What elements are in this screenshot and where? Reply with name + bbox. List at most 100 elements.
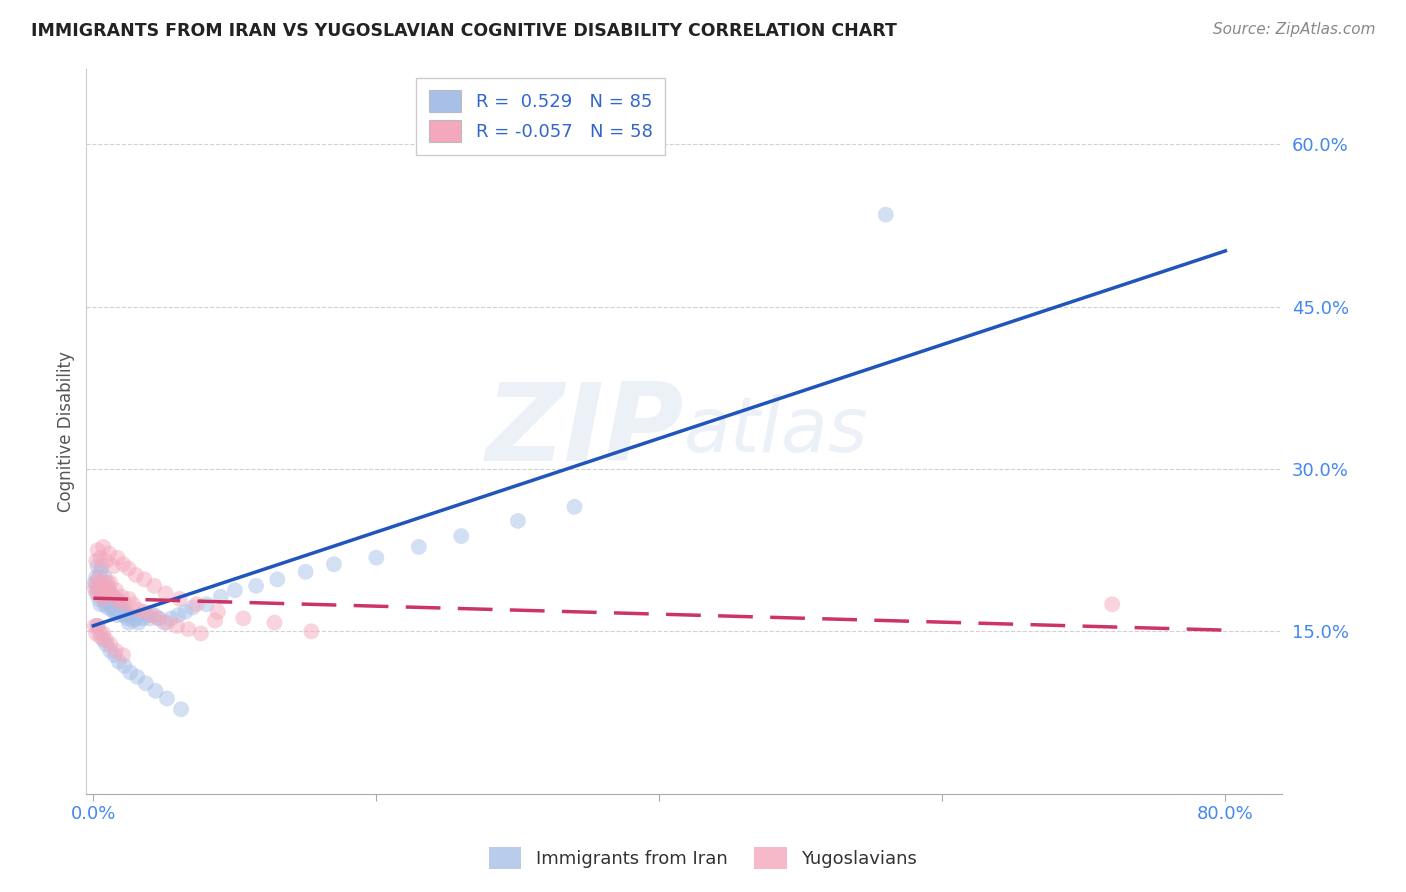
- Legend: R =  0.529   N = 85, R = -0.057   N = 58: R = 0.529 N = 85, R = -0.057 N = 58: [416, 78, 665, 155]
- Point: [564, 500, 586, 514]
- Point: [160, 611, 183, 625]
- Point: [245, 579, 267, 593]
- Point: [98, 597, 121, 611]
- Point: [111, 590, 134, 604]
- Point: [118, 615, 141, 630]
- Point: [115, 608, 138, 623]
- Point: [204, 614, 226, 628]
- Point: [87, 575, 110, 590]
- Point: [96, 600, 118, 615]
- Point: [94, 554, 117, 568]
- Point: [148, 611, 170, 625]
- Point: [181, 600, 204, 615]
- Point: [93, 581, 115, 595]
- Point: [83, 581, 105, 595]
- Point: [134, 605, 156, 619]
- Point: [299, 624, 322, 639]
- Text: atlas: atlas: [685, 394, 869, 468]
- Point: [100, 591, 122, 606]
- Point: [86, 586, 108, 600]
- Point: [450, 529, 472, 543]
- Point: [96, 590, 118, 604]
- Point: [89, 586, 111, 600]
- Point: [141, 608, 163, 623]
- Point: [104, 605, 127, 619]
- Point: [93, 586, 115, 600]
- Point: [86, 619, 108, 633]
- Point: [97, 594, 120, 608]
- Point: [224, 583, 246, 598]
- Point: [94, 594, 117, 608]
- Point: [91, 591, 114, 606]
- Text: IMMIGRANTS FROM IRAN VS YUGOSLAVIAN COGNITIVE DISABILITY CORRELATION CHART: IMMIGRANTS FROM IRAN VS YUGOSLAVIAN COGN…: [31, 22, 897, 40]
- Point: [145, 684, 167, 698]
- Point: [105, 602, 128, 616]
- Point: [169, 591, 191, 606]
- Point: [84, 570, 107, 584]
- Point: [135, 676, 157, 690]
- Point: [87, 591, 110, 606]
- Point: [93, 597, 115, 611]
- Point: [148, 611, 170, 625]
- Point: [263, 615, 285, 630]
- Point: [125, 568, 148, 582]
- Point: [105, 644, 128, 658]
- Point: [128, 615, 150, 630]
- Point: [875, 208, 897, 222]
- Point: [108, 594, 131, 608]
- Point: [117, 611, 139, 625]
- Point: [83, 575, 105, 590]
- Point: [132, 611, 155, 625]
- Point: [209, 590, 232, 604]
- Point: [94, 637, 117, 651]
- Legend: Immigrants from Iran, Yugoslavians: Immigrants from Iran, Yugoslavians: [479, 838, 927, 879]
- Point: [94, 586, 117, 600]
- Text: Source: ZipAtlas.com: Source: ZipAtlas.com: [1212, 22, 1375, 37]
- Point: [1101, 597, 1123, 611]
- Point: [91, 632, 114, 647]
- Point: [177, 622, 200, 636]
- Point: [105, 583, 128, 598]
- Point: [90, 575, 112, 590]
- Point: [90, 586, 112, 600]
- Point: [111, 600, 134, 615]
- Point: [139, 611, 162, 625]
- Point: [96, 575, 118, 590]
- Point: [84, 575, 107, 590]
- Point: [84, 554, 107, 568]
- Point: [107, 608, 129, 623]
- Point: [114, 605, 136, 619]
- Point: [122, 597, 145, 611]
- Point: [207, 605, 229, 619]
- Point: [94, 632, 117, 647]
- Point: [195, 597, 218, 611]
- Point: [98, 586, 121, 600]
- Point: [107, 597, 129, 611]
- Point: [101, 590, 124, 604]
- Point: [97, 583, 120, 598]
- Point: [91, 581, 114, 595]
- Point: [127, 670, 149, 684]
- Point: [112, 648, 135, 662]
- Point: [91, 626, 114, 640]
- Point: [506, 514, 529, 528]
- Point: [86, 559, 108, 574]
- Point: [93, 570, 115, 584]
- Text: ZIP: ZIP: [485, 378, 685, 484]
- Point: [98, 637, 121, 651]
- Point: [96, 579, 118, 593]
- Y-axis label: Cognitive Disability: Cognitive Disability: [58, 351, 75, 511]
- Point: [156, 615, 179, 630]
- Point: [98, 575, 121, 590]
- Point: [89, 626, 111, 640]
- Point: [101, 559, 124, 574]
- Point: [118, 591, 141, 606]
- Point: [322, 558, 344, 572]
- Point: [186, 597, 208, 611]
- Point: [84, 586, 107, 600]
- Point: [136, 608, 159, 623]
- Point: [143, 608, 166, 623]
- Point: [143, 579, 166, 593]
- Point: [114, 597, 136, 611]
- Point: [89, 597, 111, 611]
